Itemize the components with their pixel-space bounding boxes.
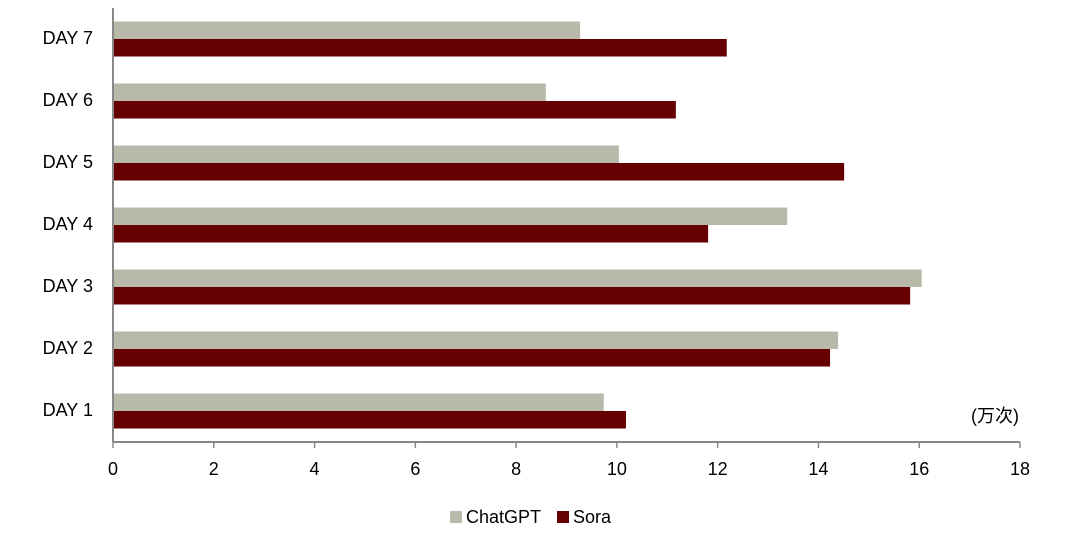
bar [113, 39, 727, 57]
x-tick-label: 6 [410, 459, 420, 479]
x-tick-label: 14 [808, 459, 828, 479]
legend-label: Sora [573, 507, 612, 527]
x-tick-label: 0 [108, 459, 118, 479]
bar [113, 269, 922, 287]
x-tick-label: 4 [310, 459, 320, 479]
legend-swatch [557, 511, 570, 523]
bar [113, 145, 619, 163]
x-tick-label: 8 [511, 459, 521, 479]
unit-label: (万次) [971, 406, 1019, 426]
legend-label: ChatGPT [466, 507, 541, 527]
y-tick-label: DAY 5 [43, 152, 93, 172]
y-tick-label: DAY 3 [43, 276, 93, 296]
x-tick-label: 2 [209, 459, 219, 479]
x-tick-label: 12 [708, 459, 728, 479]
bar [113, 163, 845, 181]
y-tick-label: DAY 4 [43, 214, 93, 234]
legend-swatch [450, 511, 462, 523]
y-tick-label: DAY 1 [43, 400, 93, 420]
y-tick-label: DAY 6 [43, 90, 93, 110]
x-tick-label: 16 [909, 459, 929, 479]
bar [113, 349, 831, 367]
bar [113, 393, 604, 411]
bar [113, 83, 546, 101]
bar [113, 331, 839, 349]
bar [113, 101, 676, 119]
y-tick-label: DAY 7 [43, 28, 93, 48]
bar [113, 207, 788, 225]
bar [113, 225, 709, 243]
x-tick-label: 10 [607, 459, 627, 479]
bar [113, 287, 911, 305]
y-tick-label: DAY 2 [43, 338, 93, 358]
x-tick-label: 18 [1010, 459, 1030, 479]
bar [113, 411, 626, 429]
bar [113, 21, 581, 39]
